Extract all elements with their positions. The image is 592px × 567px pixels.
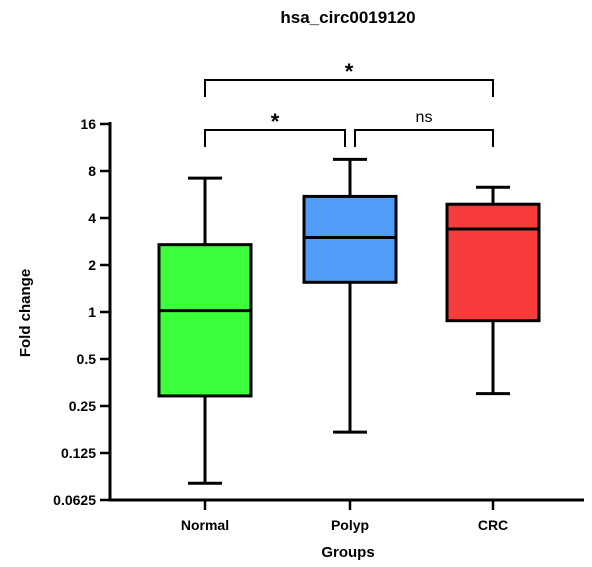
y-axis-label: Fold change (17, 269, 34, 357)
y-tick-label: 0.25 (69, 398, 96, 414)
y-tick-label: 0.0625 (53, 492, 96, 508)
significance-bracket (204, 129, 346, 147)
y-tick-label: 2 (88, 257, 96, 273)
box-polyp (302, 194, 398, 284)
x-tick-label: Normal (181, 517, 229, 533)
y-tick-label: 0.125 (61, 445, 96, 461)
x-axis-label: Groups (321, 544, 374, 561)
significance-label: ns (416, 109, 433, 126)
significance-label: * (271, 109, 280, 134)
x-tick-label: Polyp (331, 517, 369, 533)
y-tick-label: 4 (88, 210, 96, 226)
significance-label: * (345, 59, 354, 84)
y-tick-label: 8 (88, 163, 96, 179)
significance-bracket (204, 79, 494, 97)
y-tick-label: 0.5 (77, 351, 97, 367)
chart-title: hsa_circ0019120 (280, 8, 415, 27)
box-crc (445, 202, 541, 323)
y-tick-label: 1 (88, 304, 96, 320)
y-tick-label: 16 (80, 116, 96, 132)
x-tick-label: CRC (478, 517, 508, 533)
significance-bracket (354, 129, 494, 147)
box-normal (157, 243, 253, 398)
plot-area: 0.0625 0.125 0.25 0.5 1 2 4 8 16 Normal Polyp CRC * *… (53, 59, 584, 533)
